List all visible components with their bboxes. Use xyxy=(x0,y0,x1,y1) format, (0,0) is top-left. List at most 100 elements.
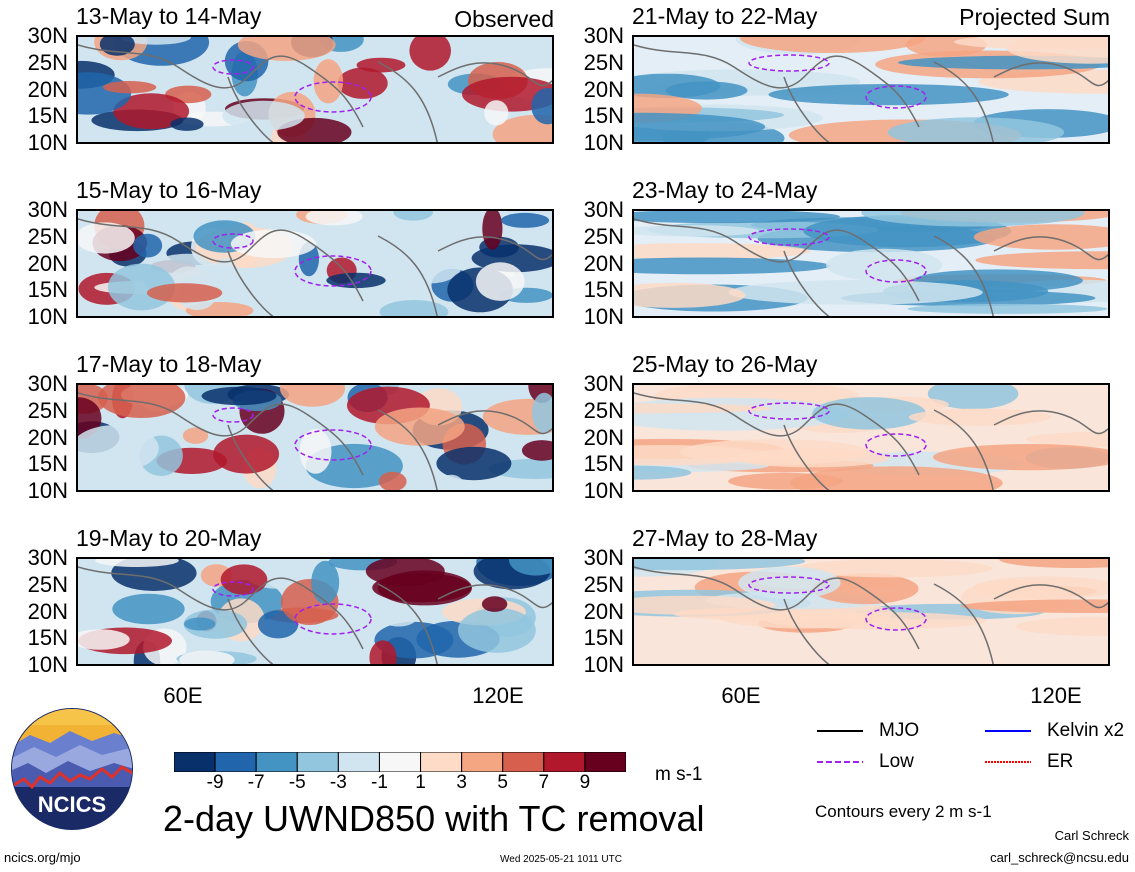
wind-field-map xyxy=(634,385,1108,490)
lat-label: 15N xyxy=(583,277,624,303)
lat-label: 10N xyxy=(583,478,624,503)
observed-label: Observed xyxy=(454,6,554,32)
colorbar-swatches xyxy=(173,751,627,773)
lat-label: 10N xyxy=(27,304,68,329)
wind-field-map xyxy=(78,211,552,316)
colorbar-swatch xyxy=(502,751,545,773)
lat-label: 15N xyxy=(583,625,624,651)
colorbar-swatch xyxy=(420,751,463,773)
lat-label: 25N xyxy=(27,49,68,75)
lat-label: 30N xyxy=(27,197,68,222)
colorbar-swatch xyxy=(255,751,298,773)
map-panel xyxy=(76,557,554,666)
footer-author: Carl Schreck xyxy=(1054,828,1129,843)
lat-label: 25N xyxy=(583,397,624,423)
lat-label: 10N xyxy=(27,478,68,503)
lat-label: 25N xyxy=(583,223,624,249)
colorbar-swatch xyxy=(543,751,586,773)
lat-label: 25N xyxy=(27,571,68,597)
footer-url: ncics.org/mjo xyxy=(4,850,81,865)
lat-label: 25N xyxy=(27,223,68,249)
colorbar-tick-label: 9 xyxy=(579,772,591,793)
map-panel xyxy=(632,35,1110,144)
lat-label: 15N xyxy=(27,625,68,651)
map-panel xyxy=(632,383,1110,492)
lat-label: 30N xyxy=(27,23,68,48)
colorbar-units: m s-1 xyxy=(655,764,703,785)
colorbar-tick-label: 1 xyxy=(415,772,426,793)
lat-label: 10N xyxy=(27,652,68,677)
panel-title: 25-May to 26-May xyxy=(632,351,818,377)
colorbar-tick-label: -5 xyxy=(288,772,306,793)
lon-label-60e-left: 60E xyxy=(163,683,203,708)
wind-field-map xyxy=(78,37,552,142)
legend-label-er: ER xyxy=(1047,751,1074,772)
map-panel xyxy=(632,557,1110,666)
lat-label: 10N xyxy=(583,130,624,155)
lat-label: 20N xyxy=(583,250,624,276)
wind-field-map xyxy=(78,559,552,664)
footer-timestamp: Wed 2025-05-21 1011 UTC xyxy=(500,854,622,865)
lat-label: 20N xyxy=(27,424,68,450)
line-legend: MJO Kelvin x2 Low ER xyxy=(817,720,1127,781)
contours-note: Contours every 2 m s-1 xyxy=(815,802,992,821)
legend-label-low: Low xyxy=(879,751,914,772)
colorbar-tick-label: 7 xyxy=(538,772,550,793)
legend-swatch-kelvin xyxy=(985,730,1031,732)
panel-title: 19-May to 20-May xyxy=(76,525,262,551)
map-panel xyxy=(76,35,554,144)
legend-label-kelvin: Kelvin x2 xyxy=(1047,720,1125,741)
map-panel xyxy=(76,209,554,318)
lat-label: 15N xyxy=(27,277,68,303)
logo-text: NCICS xyxy=(38,792,106,817)
lat-label: 10N xyxy=(583,652,624,677)
lat-label: 20N xyxy=(27,76,68,102)
legend-swatch-low xyxy=(817,761,863,763)
lat-label: 25N xyxy=(583,49,624,75)
panel-title: 27-May to 28-May xyxy=(632,525,818,551)
lat-label: 20N xyxy=(583,76,624,102)
lat-label: 15N xyxy=(583,103,624,129)
colorbar-swatch xyxy=(296,751,339,773)
colorbar xyxy=(173,751,627,773)
lat-label: 25N xyxy=(583,571,624,597)
footer-email: carl_schreck@ncsu.edu xyxy=(990,850,1129,865)
main-title: 2-day UWND850 with TC removal xyxy=(163,798,705,839)
colorbar-tick-label: 5 xyxy=(497,772,508,793)
lat-label: 10N xyxy=(27,130,68,155)
lat-label: 15N xyxy=(27,451,68,477)
lat-label: 30N xyxy=(583,371,624,396)
lat-label: 20N xyxy=(583,598,624,624)
panel-title: 13-May to 14-May xyxy=(76,3,262,29)
lat-label: 15N xyxy=(583,451,624,477)
lon-label-120e-right: 120E xyxy=(1030,683,1082,708)
legend-swatch-er xyxy=(985,761,1031,763)
lat-label: 10N xyxy=(583,304,624,329)
legend-swatch-mjo xyxy=(817,730,863,732)
ncics-logo: NCICS xyxy=(10,707,134,831)
lat-label: 15N xyxy=(27,103,68,129)
legend-label-mjo: MJO xyxy=(879,720,920,741)
colorbar-swatch xyxy=(461,751,504,773)
colorbar-swatch xyxy=(378,751,422,773)
projected-sum-label: Projected Sum xyxy=(959,4,1110,30)
colorbar-tick-label: -3 xyxy=(329,772,347,793)
colorbar-tick-label: 3 xyxy=(456,772,467,793)
lat-label: 20N xyxy=(583,424,624,450)
colorbar-swatch xyxy=(337,751,380,773)
wind-field-map xyxy=(634,559,1108,664)
panel-title: 21-May to 22-May xyxy=(632,3,818,29)
colorbar-ticks: -9 -7 -5 -3 -1 1 3 5 7 9 xyxy=(174,772,626,796)
ncics-logo-icon: NCICS xyxy=(11,708,133,830)
lat-label: 30N xyxy=(583,23,624,48)
lat-label: 30N xyxy=(27,545,68,570)
colorbar-swatch xyxy=(584,751,627,773)
lon-label-120e-left: 120E xyxy=(472,683,524,708)
panel-title: 17-May to 18-May xyxy=(76,351,262,377)
lat-label: 30N xyxy=(583,545,624,570)
map-panel xyxy=(76,383,554,492)
lat-label: 25N xyxy=(27,397,68,423)
panel-title: 23-May to 24-May xyxy=(632,177,818,203)
lat-label: 30N xyxy=(27,371,68,396)
wind-field-map xyxy=(78,385,552,490)
